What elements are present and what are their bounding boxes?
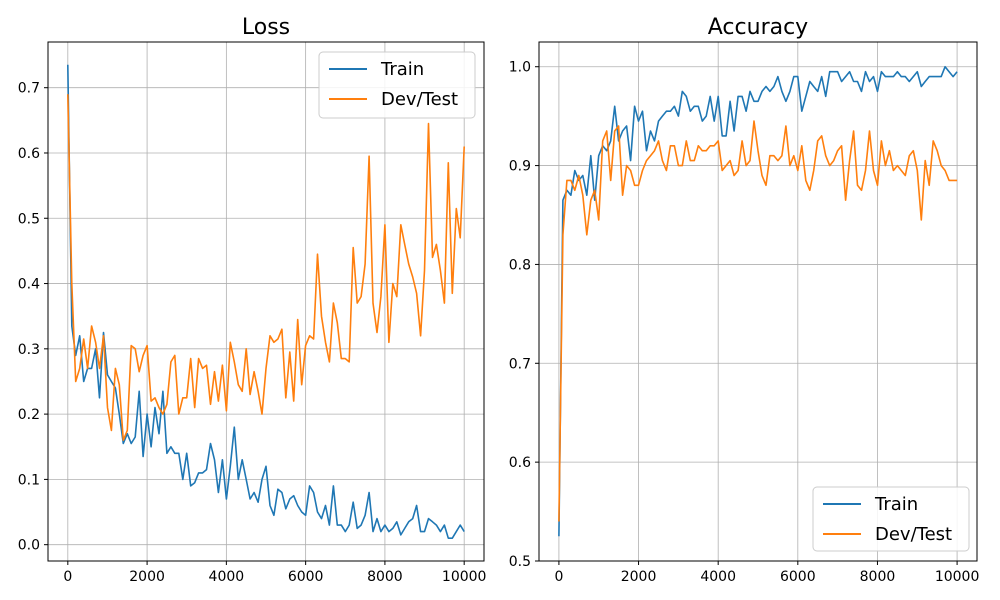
loss-y-tick-label: 0.7	[18, 81, 40, 97]
accuracy-x-tick-label: 0	[554, 569, 563, 585]
accuracy-y-tick-label: 1.0	[509, 60, 531, 76]
loss-x-tick-label: 8000	[367, 569, 403, 585]
accuracy-y-tick-label: 0.7	[509, 356, 531, 372]
accuracy-y-tick-label: 0.8	[509, 257, 531, 273]
accuracy-x-tick-label: 4000	[700, 569, 736, 585]
accuracy-chart-title: Accuracy	[708, 15, 808, 40]
loss-x-tick-label: 4000	[209, 569, 245, 585]
loss-y-tick-label: 0.5	[18, 211, 40, 227]
accuracy-chart: Accuracy 0 2000 4000 6000 8000 10000 0.50.60.…	[509, 15, 980, 585]
loss-y-tick-label: 0.2	[18, 407, 40, 423]
loss-chart: Loss 0 2000 4000 6000 8000 10000 0.0 0.1 0.2 0.3…	[18, 15, 487, 585]
accuracy-x-tick-label: 2000	[621, 569, 657, 585]
accuracy-y-tick-label: 0.6	[509, 455, 531, 471]
loss-chart-title: Loss	[242, 15, 290, 40]
accuracy-plot-frame	[538, 41, 978, 562]
loss-x-tick-label: 10000	[442, 569, 487, 585]
accuracy-y-tick-label: 0.5	[509, 554, 531, 570]
accuracy-x-tick-label: 6000	[780, 569, 816, 585]
loss-y-axis: 0.0 0.1 0.2 0.3 0.4 0.5 0.6 0.7	[18, 81, 48, 554]
loss-series-dev-test-line	[67, 94, 465, 442]
accuracy-legend-label: Dev/Test	[875, 524, 952, 545]
loss-legend-label: Dev/Test	[381, 89, 458, 110]
accuracy-legend-label: Train	[874, 494, 918, 515]
loss-y-tick-label: 0.0	[18, 538, 40, 554]
loss-y-tick-label: 0.4	[18, 277, 40, 293]
loss-x-tick-label: 6000	[288, 569, 324, 585]
accuracy-series-group	[558, 65, 958, 537]
accuracy-x-tick-label: 10000	[935, 569, 980, 585]
accuracy-y-tick-label: 0.9	[509, 159, 531, 175]
loss-plot-frame	[47, 41, 485, 562]
loss-legend-label: Train	[380, 59, 424, 80]
accuracy-series-train-line	[558, 65, 958, 537]
loss-x-axis: 0 2000 4000 6000 8000 10000	[63, 561, 486, 585]
loss-y-tick-label: 0.3	[18, 342, 40, 358]
accuracy-x-axis: 0 2000 4000 6000 8000 10000	[554, 561, 979, 585]
loss-series-train-line	[67, 64, 465, 540]
accuracy-y-axis: 0.5 0.6 0.7 0.8 0.9 1.0	[509, 60, 539, 570]
loss-series-group	[67, 64, 465, 540]
accuracy-x-tick-label: 8000	[860, 569, 896, 585]
loss-x-tick-label: 2000	[129, 569, 165, 585]
accuracy-legend: Train Dev/Test	[812, 486, 970, 552]
loss-y-tick-label: 0.1	[18, 472, 40, 488]
loss-x-tick-label: 0	[63, 569, 72, 585]
loss-legend: Train Dev/Test	[318, 51, 476, 119]
loss-gridlines	[48, 42, 484, 561]
loss-y-tick-label: 0.6	[18, 146, 40, 162]
accuracy-series-dev-test-line	[558, 120, 958, 522]
